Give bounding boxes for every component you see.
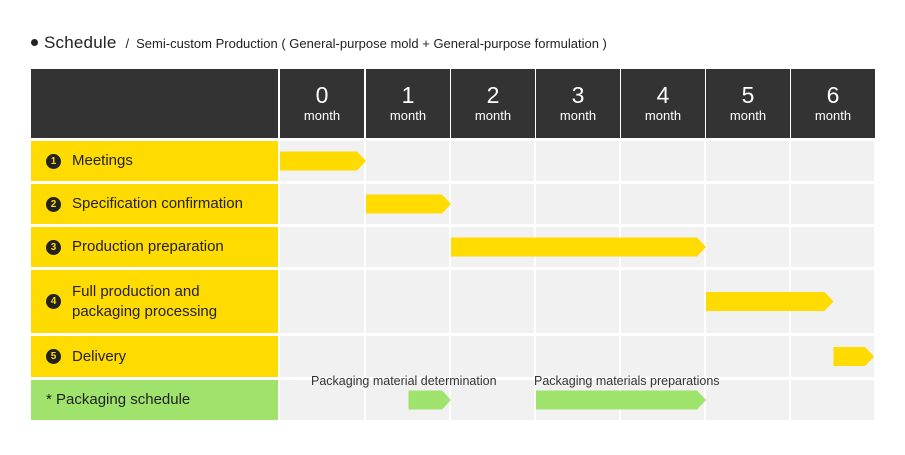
- month-number: 0: [315, 82, 329, 108]
- grid-cell: [451, 141, 534, 181]
- task-label-meetings: 1 Meetings: [31, 141, 278, 181]
- task-label-text: Specification confirmation: [72, 195, 243, 212]
- month-number: 2: [486, 82, 500, 108]
- task-label-line: packaging processing: [72, 302, 218, 320]
- packaging-label-text: * Packaging schedule: [46, 391, 191, 408]
- task-label-specification: 2 Specification confirmation: [31, 184, 278, 224]
- header-corner: [31, 69, 278, 138]
- grid-cell: [706, 270, 789, 333]
- month-number: 1: [401, 82, 415, 108]
- grid-cell: [621, 270, 704, 333]
- step-badge: 3: [46, 239, 61, 255]
- grid-cell: [280, 380, 364, 420]
- month-header-3: 3 month: [536, 69, 620, 138]
- month-header-6: 6 month: [791, 69, 875, 138]
- month-number: 5: [741, 82, 755, 108]
- grid-cell: [280, 141, 364, 181]
- grid-cell: [366, 184, 449, 224]
- month-unit: month: [814, 108, 852, 123]
- grid-cell: [791, 184, 874, 224]
- month-unit: month: [303, 108, 341, 123]
- task-label-production-preparation: 3 Production preparation: [31, 227, 278, 267]
- grid-cell: [366, 336, 449, 377]
- title-separator: /: [125, 36, 130, 51]
- grid-cell: [536, 141, 619, 181]
- grid-cell: [706, 380, 789, 420]
- grid-cell: [366, 141, 449, 181]
- task-label-text: Full production and packaging processing: [72, 282, 217, 322]
- packaging-note-preparations: Packaging materials preparations: [534, 374, 720, 388]
- grid-cell: [791, 336, 874, 377]
- grid-cell: [791, 141, 874, 181]
- grid-cell: [451, 380, 534, 420]
- step-badge: 4: [46, 294, 61, 309]
- grid-cell: [451, 270, 534, 333]
- grid-cell: [791, 270, 874, 333]
- grid-cell: [280, 184, 364, 224]
- month-number: 4: [656, 82, 670, 108]
- grid-cell: [791, 227, 874, 267]
- task-label-text: Delivery: [72, 347, 127, 365]
- grid-cell: [280, 270, 364, 333]
- month-header-2: 2 month: [451, 69, 535, 138]
- grid-cell: [621, 227, 704, 267]
- grid-cell: [451, 184, 534, 224]
- grid-cell: [621, 184, 704, 224]
- title-main: Schedule: [44, 33, 117, 52]
- grid-cell: [451, 227, 534, 267]
- bullet-icon: [31, 39, 38, 46]
- grid-cell: [366, 270, 449, 333]
- task-label-text: Meetings: [72, 152, 133, 169]
- month-header-1: 1 month: [366, 69, 450, 138]
- grid-cell: [536, 336, 619, 377]
- grid-cell: [706, 227, 789, 267]
- grid-cell: [366, 227, 449, 267]
- task-label-text: Production preparation: [72, 238, 224, 255]
- task-label-line: Full production and: [72, 282, 200, 300]
- grid-cell: [706, 184, 789, 224]
- grid-cell: [791, 380, 874, 420]
- grid-cell: [621, 336, 704, 377]
- packaging-note-determination: Packaging material determination: [311, 374, 497, 388]
- month-header-5: 5 month: [706, 69, 790, 138]
- month-unit: month: [474, 108, 512, 123]
- grid-cell: [280, 227, 364, 267]
- grid-cell: [536, 227, 619, 267]
- month-number: 3: [571, 82, 585, 108]
- grid-cell: [536, 270, 619, 333]
- month-header-0: 0 month: [280, 69, 364, 138]
- task-label-full-production: 4 Full production and packaging processi…: [31, 270, 278, 333]
- packaging-schedule-label: * Packaging schedule: [31, 380, 278, 420]
- title-subtitle: Semi-custom Production ( General-purpose…: [136, 36, 607, 51]
- month-unit: month: [559, 108, 597, 123]
- month-unit: month: [729, 108, 767, 123]
- month-unit: month: [389, 108, 427, 123]
- grid-cell: [451, 336, 534, 377]
- grid-cell: [706, 141, 789, 181]
- month-number: 6: [826, 82, 840, 108]
- schedule-title: Schedule / Semi-custom Production ( Gene…: [31, 33, 607, 52]
- step-badge: 2: [46, 196, 61, 212]
- month-unit: month: [644, 108, 682, 123]
- grid-cell: [536, 184, 619, 224]
- grid-cell: [706, 336, 789, 377]
- task-label-delivery: 5 Delivery: [31, 336, 278, 377]
- grid-cell: [621, 141, 704, 181]
- step-badge: 5: [46, 349, 61, 364]
- month-header-4: 4 month: [621, 69, 705, 138]
- step-badge: 1: [46, 153, 61, 169]
- grid-cell: [280, 336, 364, 377]
